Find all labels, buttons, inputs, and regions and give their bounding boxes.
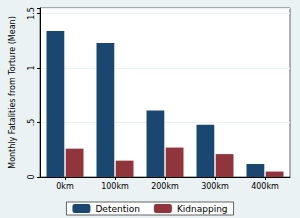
svg-text:300km: 300km — [201, 182, 229, 191]
svg-text:400km: 400km — [251, 182, 279, 191]
svg-text:100km: 100km — [101, 182, 129, 191]
svg-text:Monthly Fatalities from Tortur: Monthly Fatalities from Torture (Mean) — [8, 16, 17, 169]
svg-text:Kidnapping: Kidnapping — [177, 204, 228, 214]
svg-text:.5: .5 — [27, 119, 36, 127]
svg-text:Detention: Detention — [95, 204, 139, 214]
svg-text:200km: 200km — [151, 182, 179, 191]
svg-text:0: 0 — [27, 174, 36, 179]
svg-text:1.5: 1.5 — [27, 7, 36, 20]
svg-text:1: 1 — [27, 65, 36, 70]
svg-text:0km: 0km — [56, 182, 74, 191]
